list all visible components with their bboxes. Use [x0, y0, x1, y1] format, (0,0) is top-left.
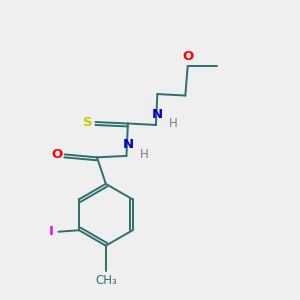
- Text: S: S: [83, 116, 93, 128]
- Text: O: O: [182, 50, 193, 62]
- Text: H: H: [169, 117, 178, 130]
- Text: N: N: [122, 139, 134, 152]
- Text: I: I: [49, 225, 54, 238]
- Text: CH₃: CH₃: [95, 274, 117, 287]
- Text: H: H: [140, 148, 148, 161]
- Text: O: O: [51, 148, 62, 161]
- Text: N: N: [152, 108, 163, 121]
